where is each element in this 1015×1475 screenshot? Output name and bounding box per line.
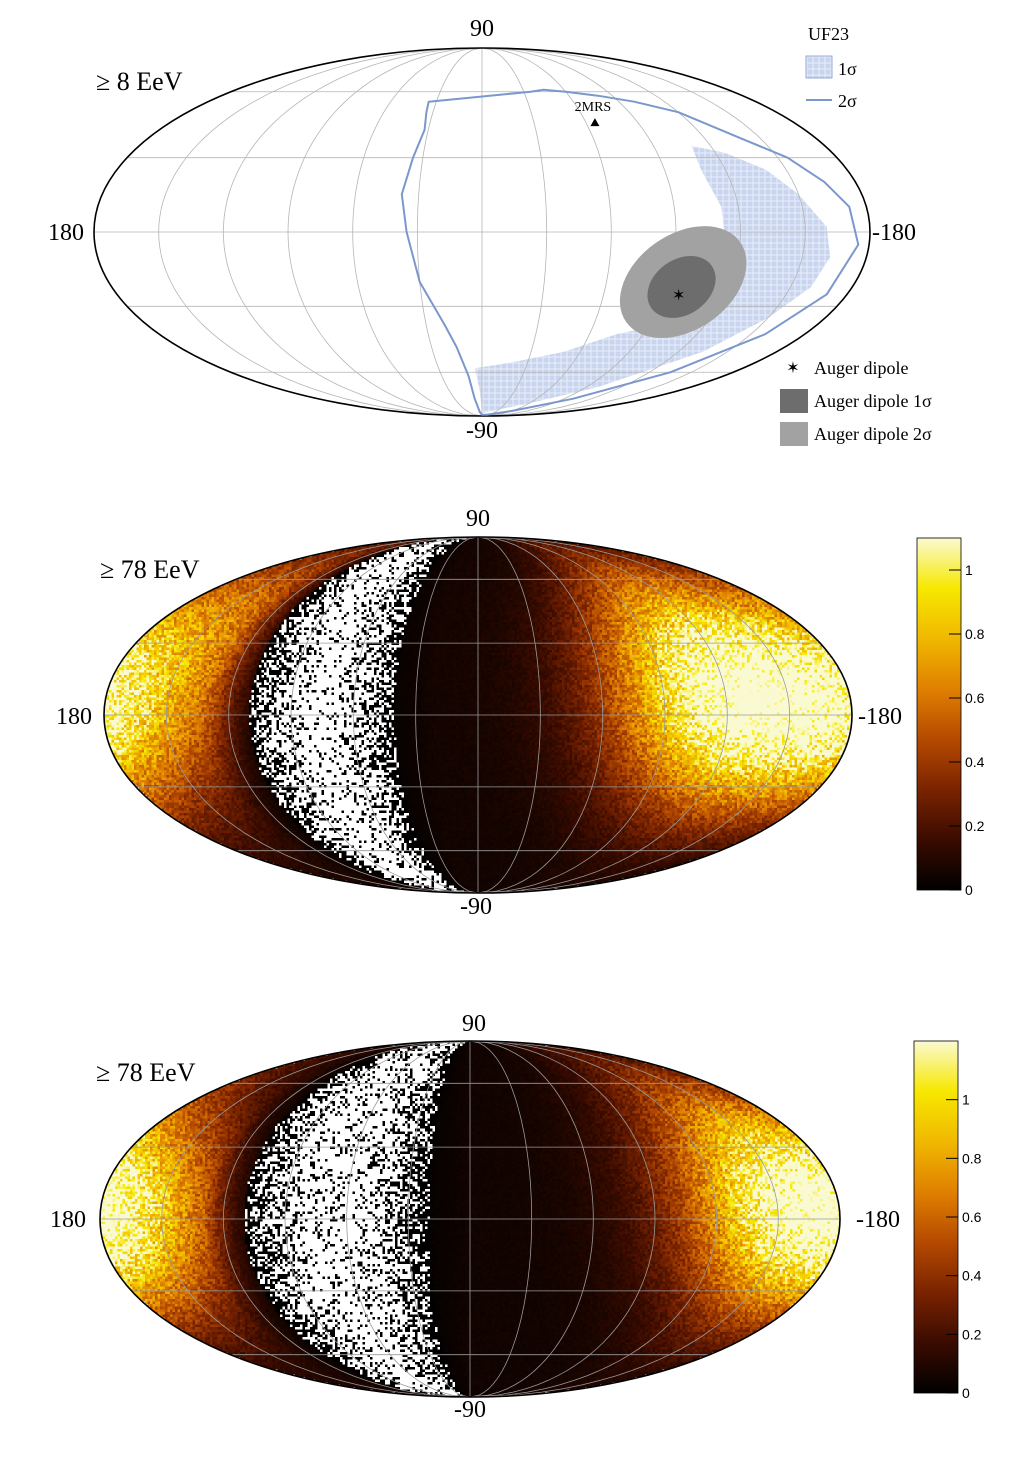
colorbar-tick-label: 1 [962,1092,970,1108]
graticule-meridian [416,47,483,417]
graticule-meridian [477,536,728,894]
colorbar-tick-label: 0.2 [962,1326,982,1342]
legend-2sigma-label: 2σ [838,91,857,111]
colorbar: 0 0.2 0.4 0.6 0.8 1 [913,1040,982,1401]
legend-title: UF23 [808,24,849,44]
colorbar-tick-label: 0.8 [965,626,985,642]
sky-map-panel-78eev-b: 90 -90 180 -180 ≥ 78 EeV 0 0.2 0.4 0.6 0.8 1 [0,985,1015,1470]
energy-threshold-label: ≥ 78 EeV [96,1058,196,1087]
colorbar-gradient [916,537,962,891]
graticule-meridian [352,536,479,894]
sky-map-panel-78eev-a: 90 -90 180 -180 ≥ 78 EeV 0 0.2 0.4 0.6 0.8 1 [0,490,1015,960]
legend-1sigma-label: 1σ [838,59,857,79]
sky-map-78eev-b: 90 -90 180 -180 ≥ 78 EeV 0 0.2 0.4 0.6 0.8 1 [50,1011,982,1423]
map-boundary [99,1040,841,1398]
graticule-meridian [161,1040,471,1398]
uf23-2sigma-contour [400,88,860,416]
graticule-meridian [477,536,604,894]
graticule-meridian [158,47,483,417]
graticule-meridian [287,47,483,417]
graticule-meridian [407,1040,471,1398]
graticule-meridian [222,47,483,417]
graticule-meridian [469,1040,533,1398]
graticule-meridian [284,1040,471,1398]
graticule-meridian [477,536,791,894]
graticule-meridian [477,536,541,894]
graticule-meridian [228,536,479,894]
lat-label-bottom: -90 [454,1397,486,1423]
graticule-meridian [415,536,479,894]
lat-label-top: 90 [466,506,490,532]
colorbar-tick-label: 1 [965,562,973,578]
graticule-meridian [222,1040,471,1398]
colorbar-tick-label: 0.8 [962,1150,982,1166]
legend-auger-1sigma-swatch [780,389,808,413]
uf23-sky-map: 2MRS ✶ 90 -90 180 -180 ≥ 8 EeV UF23 1σ 2σ… [48,16,932,446]
legend-1sigma-swatch [805,55,833,79]
graticule-meridian [469,1040,779,1398]
sky-map-78eev-a: 90 -90 180 -180 ≥ 78 EeV 0 0.2 0.4 0.6 0.8 1 [56,506,985,920]
legend-auger-2sigma-label: Auger dipole 2σ [814,424,932,444]
map-boundary [93,47,871,417]
lon-label-left: 180 [56,704,92,730]
marker-auger-dipole: ✶ [672,287,685,304]
lat-label-top: 90 [462,1011,486,1037]
energy-threshold-label: ≥ 78 EeV [100,555,200,584]
graticule-meridian [477,536,666,894]
map-boundary [103,536,853,894]
lon-label-right: -180 [872,220,916,246]
colorbar-tick-label: 0 [962,1385,970,1401]
legend-auger-dipole-label: Auger dipole [814,358,908,378]
colorbar-tick-label: 0 [965,882,973,898]
graticule-meridian [469,1040,656,1398]
legend-auger-2sigma-swatch [780,422,808,446]
lat-label-bottom: -90 [460,894,492,920]
lat-label-bottom: -90 [466,418,498,444]
auger-dipole-1sigma-region [647,256,716,318]
graticule-meridian [290,536,479,894]
colorbar-tick-label: 0.4 [962,1268,982,1284]
colorbar-tick-label: 0.2 [965,818,985,834]
graticule-meridian [469,1040,594,1398]
graticule-meridian [346,1040,471,1398]
graticule-meridian [481,47,806,417]
marker-2mrs [590,118,600,127]
graticule-meridian [469,1040,718,1398]
lon-label-right: -180 [856,1207,900,1233]
graticule-meridian [165,536,479,894]
legend-star-marker: ✶ [786,360,799,377]
lat-label-top: 90 [470,16,494,42]
colorbar-tick-label: 0.6 [962,1209,982,1225]
lon-label-left: 180 [50,1207,86,1233]
graticule-meridian [481,47,742,417]
colorbar: 0 0.2 0.4 0.6 0.8 1 [916,537,985,898]
uf23-sky-map-panel: 2MRS ✶ 90 -90 180 -180 ≥ 8 EeV UF23 1σ 2σ… [0,0,1015,470]
lon-label-left: 180 [48,220,84,246]
colorbar-tick-label: 0.6 [965,690,985,706]
uf23-1sigma-region [474,145,831,413]
lon-label-right: -180 [858,704,902,730]
legend-auger-1sigma-label: Auger dipole 1σ [814,391,932,411]
colorbar-tick-label: 0.4 [965,754,985,770]
marker-label-2mrs: 2MRS [575,100,612,115]
energy-threshold-label: ≥ 8 EeV [96,67,183,96]
graticule-meridian [352,47,483,417]
